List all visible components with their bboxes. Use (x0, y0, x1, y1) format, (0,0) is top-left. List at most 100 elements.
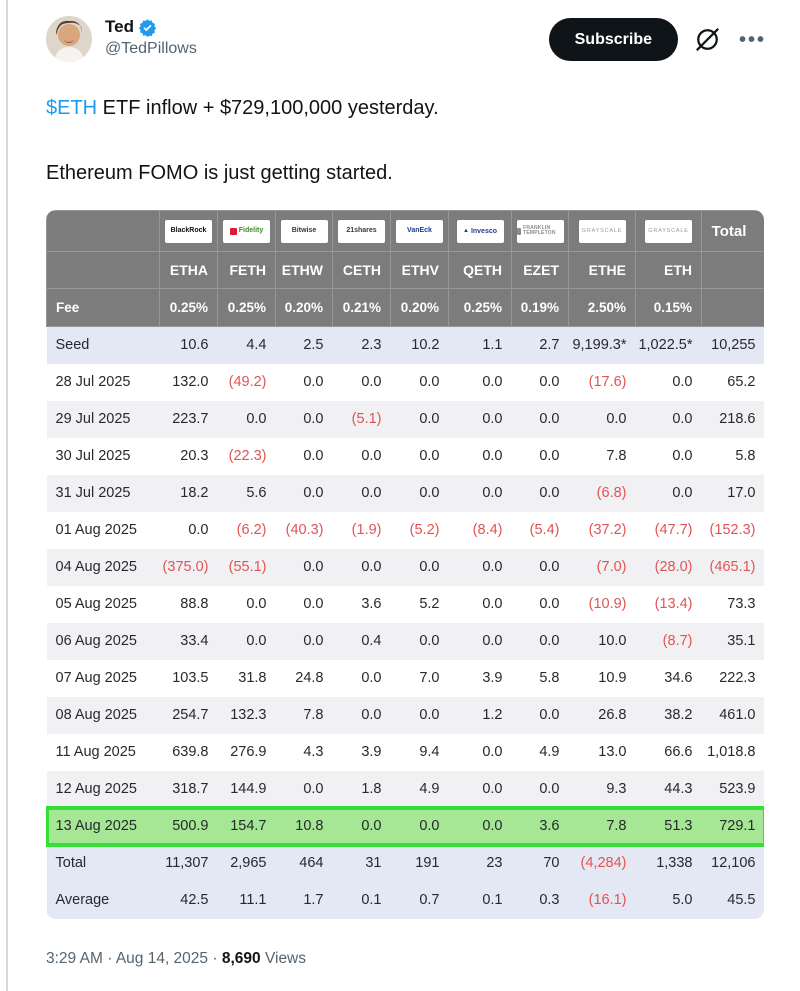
user-handle[interactable]: @TedPillows (105, 40, 197, 57)
value-cell: 0.0 (482, 485, 503, 501)
grayscale-logo: GRAYSCALE (645, 220, 692, 244)
row-label: Seed (55, 337, 90, 354)
value-cell: 0.0 (539, 559, 560, 575)
value-cell: 0.0 (419, 818, 440, 834)
value-cell: 0.0 (361, 818, 382, 834)
display-name[interactable]: Ted (105, 17, 134, 36)
tweet-footer: 3:29 AM · Aug 14, 2025 · 8,690 Views (46, 950, 768, 968)
value-cell: 70 (543, 855, 560, 871)
value-cell: 1.8 (361, 781, 382, 797)
value-cell: (22.3) (228, 448, 267, 464)
value-cell: 0.0 (419, 707, 440, 723)
value-cell: (152.3) (709, 522, 756, 538)
ticker-cell: ETHA (159, 251, 218, 289)
value-cell: 0.0 (303, 411, 324, 427)
value-cell: (465.1) (709, 559, 756, 575)
value-cell: 13.0 (598, 744, 627, 760)
issuer-name: VanEck (407, 227, 432, 235)
value-cell: 461.0 (719, 707, 756, 723)
square-logo-icon (516, 227, 522, 235)
ticker-cell: EZET (511, 251, 569, 289)
header-actions: Subscribe ••• (548, 16, 768, 61)
value-cell: 18.2 (180, 485, 209, 501)
value-cell: 0.0 (303, 485, 324, 501)
value-cell: 0.0 (539, 411, 560, 427)
table-row-11-aug-2025: 11 Aug 2025 639.8 276.9 4.3 3.9 9.4 0.0 4.9 13.0… (46, 733, 764, 771)
value-cell: 1.2 (482, 707, 503, 723)
issuer-name: BlackRock (170, 227, 207, 235)
value-cell: 0.0 (361, 485, 382, 501)
value-cell: 1.7 (303, 892, 324, 908)
ticker-total-empty (701, 251, 764, 289)
triangle-logo-icon: ▲ (462, 228, 469, 235)
value-cell: (8.7) (662, 633, 693, 649)
value-cell: 0.1 (482, 892, 503, 908)
value-cell: 523.9 (719, 781, 756, 797)
avatar[interactable] (46, 16, 92, 62)
value-cell: 2.5 (303, 337, 324, 354)
value-cell: 3.6 (361, 596, 382, 612)
issuer-name: GRAYSCALE (581, 227, 623, 234)
value-cell: 88.8 (180, 596, 209, 612)
value-cell: 464 (299, 855, 324, 871)
value-cell: (375.0) (162, 559, 209, 575)
issuer-cell: GRAYSCALE (568, 210, 636, 252)
value-cell: 132.3 (230, 707, 267, 723)
value-cell: (28.0) (654, 559, 693, 575)
tweet-header: Ted @TedPillows Subscribe ••• (46, 16, 768, 62)
value-cell: 42.5 (180, 892, 209, 908)
subscribe-button[interactable]: Subscribe (548, 18, 678, 61)
table-row-seed: Seed 10.6 4.4 2.5 2.3 10.2 1.1 2.7 9,199.3* 1,022… (46, 326, 764, 364)
fee-cell: 0.25% (217, 288, 276, 327)
table-row-08-aug-2025: 08 Aug 2025 254.7 132.3 7.8 0.0 0.0 1.2 0.0 26.8… (46, 696, 764, 734)
cashtag-link[interactable]: $ETH (46, 97, 98, 119)
value-cell: 729.1 (719, 818, 756, 834)
tweet-line1-rest: ETF inflow + $729,100,000 yesterday. (97, 97, 439, 119)
issuer-cell: ▲ Invesco (448, 210, 512, 252)
table-row-31-jul-2025: 31 Jul 2025 18.2 5.6 0.0 0.0 0.0 0.0 0.0 (6.8) 0.… (46, 474, 764, 512)
value-cell: (7.0) (596, 559, 627, 575)
row-label: 08 Aug 2025 (55, 707, 137, 723)
value-cell: 1,018.8 (707, 744, 756, 760)
table-row-28-jul-2025: 28 Jul 2025 132.0 (49.2) 0.0 0.0 0.0 0.0 0.0 (17… (46, 363, 764, 401)
value-cell: 0.0 (303, 374, 324, 390)
value-cell: 10.2 (411, 337, 440, 354)
issuer-name: Bitwise (291, 227, 317, 235)
table-row-04-aug-2025: 04 Aug 2025 (375.0) (55.1) 0.0 0.0 0.0 0.0 0.0 (… (46, 548, 764, 586)
value-cell: 0.7 (419, 892, 440, 908)
value-cell: 0.0 (303, 596, 324, 612)
corner-cell (46, 210, 160, 252)
value-cell: (5.2) (409, 522, 440, 538)
views-count: 8,690 (221, 949, 261, 967)
value-cell: 318.7 (172, 781, 209, 797)
value-cell: 144.9 (230, 781, 267, 797)
value-cell: 10.8 (295, 818, 324, 834)
fee-cell: 0.20% (390, 288, 449, 327)
fee-cell: 0.19% (511, 288, 569, 327)
identity-block: Ted @TedPillows (105, 16, 197, 58)
ticker-cell: QETH (448, 251, 512, 289)
value-cell: 0.0 (606, 411, 627, 427)
ticker-cell: ETHV (390, 251, 449, 289)
grok-icon[interactable] (694, 26, 721, 53)
value-cell: 23 (486, 855, 503, 871)
row-label: Total (55, 855, 87, 871)
value-cell: 5.0 (672, 892, 693, 908)
value-cell: 7.8 (606, 448, 627, 464)
value-cell: 223.7 (172, 411, 209, 427)
blackrock-logo: BlackRock (165, 219, 212, 243)
issuer-name: Fidelity (238, 227, 264, 235)
value-cell: 9.3 (606, 781, 627, 797)
table-row-06-aug-2025: 06 Aug 2025 33.4 0.0 0.0 0.4 0.0 0.0 0.0 10.0 (8.… (46, 622, 764, 660)
value-cell: 0.0 (419, 448, 440, 464)
table-row-07-aug-2025: 07 Aug 2025 103.5 31.8 24.8 0.0 7.0 3.9 5.8 10.9… (46, 659, 764, 697)
fee-total-empty (701, 288, 764, 327)
value-cell: 0.0 (539, 596, 560, 612)
more-options-icon[interactable]: ••• (738, 28, 766, 51)
etf-table-image[interactable]: BlackRock Fidelity Bitwise 21shares VanEck ▲ I… (46, 210, 764, 919)
value-cell: 31.8 (238, 670, 267, 686)
avatar-image (46, 16, 92, 62)
value-cell: 0.0 (482, 374, 503, 390)
ticker-cell: ETHW (275, 251, 333, 289)
ticker-cell: FETH (217, 251, 276, 289)
